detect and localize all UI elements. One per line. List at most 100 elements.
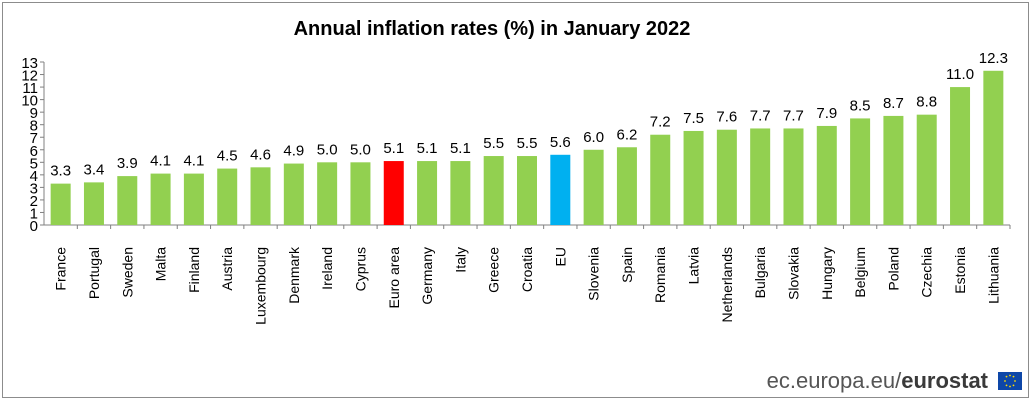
data-label: 5.0 [350, 141, 371, 158]
category-label: Lithuania [985, 247, 1001, 304]
category-label: Luxembourg [253, 247, 269, 325]
data-label: 5.1 [450, 140, 471, 157]
bar [683, 130, 704, 225]
bar [250, 167, 271, 225]
category-label: Euro area [386, 247, 402, 309]
bar [950, 87, 971, 225]
data-label: 12.3 [979, 50, 1008, 67]
data-label: 4.1 [183, 153, 204, 170]
bar [317, 162, 338, 225]
bar [783, 128, 804, 225]
bar [350, 162, 371, 225]
category-label: Portugal [86, 247, 102, 299]
y-tick-label: 5 [30, 155, 38, 172]
y-tick-label: 0 [30, 218, 38, 235]
data-label: 4.1 [150, 153, 171, 170]
category-label: Finland [186, 247, 202, 293]
bar [150, 173, 171, 225]
y-tick-label: 12 [21, 68, 38, 85]
data-label: 7.9 [816, 105, 837, 122]
eu-flag-icon [998, 372, 1022, 390]
y-tick-label: 4 [30, 168, 38, 185]
bar [916, 114, 937, 225]
data-label: 7.7 [783, 107, 804, 124]
data-label: 4.5 [217, 148, 238, 165]
y-tick-label: 8 [30, 118, 38, 135]
data-label: 7.6 [716, 109, 737, 126]
y-tick-label: 11 [22, 80, 38, 97]
category-label: Bulgaria [752, 247, 768, 299]
y-tick-label: 6 [30, 143, 38, 160]
y-tick-label: 1 [30, 205, 38, 222]
bar [750, 128, 771, 225]
category-label: Malta [153, 247, 169, 281]
data-label: 11.0 [946, 66, 974, 83]
category-label: EU [552, 247, 568, 266]
data-label: 7.7 [750, 107, 771, 124]
category-label: Latvia [686, 247, 702, 285]
data-label: 7.5 [683, 110, 704, 127]
y-tick-label: 13 [21, 55, 38, 72]
data-label: 8.5 [850, 97, 871, 114]
data-label: 5.1 [383, 140, 404, 157]
category-label: Austria [219, 247, 235, 291]
bar [650, 134, 671, 225]
bar [883, 115, 904, 225]
y-tick-label: 2 [30, 193, 38, 210]
bar [83, 182, 104, 225]
data-label: 5.1 [417, 140, 438, 157]
category-label: Netherlands [719, 247, 735, 323]
data-label: 4.6 [250, 146, 271, 163]
category-label: Denmark [286, 246, 302, 304]
category-label: Greece [486, 247, 502, 293]
data-label: 8.8 [916, 94, 937, 111]
bar [383, 161, 404, 225]
bar [450, 161, 471, 225]
category-label: Romania [652, 247, 668, 303]
category-label: Germany [419, 247, 435, 305]
category-label: Czechia [919, 247, 935, 298]
y-tick-label: 9 [30, 105, 38, 122]
y-tick-label: 7 [30, 130, 38, 147]
bar [583, 149, 604, 225]
category-label: Belgium [852, 247, 868, 298]
data-label: 3.4 [84, 161, 105, 178]
data-label: 5.5 [483, 135, 504, 152]
data-label: 4.9 [283, 143, 304, 160]
data-label: 5.5 [517, 135, 538, 152]
data-label: 7.2 [650, 114, 671, 131]
y-tick-label: 3 [30, 180, 38, 197]
data-label: 6.2 [617, 126, 638, 143]
category-label: Slovenia [586, 247, 602, 301]
bar [616, 147, 637, 225]
bar [983, 70, 1004, 226]
bar [50, 183, 71, 225]
bar [483, 156, 504, 225]
category-label: Sweden [119, 247, 135, 298]
bar [183, 173, 204, 225]
category-label: Italy [452, 247, 468, 273]
bar [850, 118, 871, 225]
bar [716, 129, 737, 225]
bar [816, 125, 837, 225]
chart-title: Annual inflation rates (%) in January 20… [293, 18, 691, 40]
category-label: Hungary [819, 247, 835, 300]
data-label: 3.9 [117, 155, 138, 172]
data-label: 5.6 [550, 134, 571, 151]
y-tick-label: 10 [21, 93, 38, 110]
credit-brand[interactable]: eurostat [901, 368, 988, 393]
category-label: Poland [885, 247, 901, 291]
category-label: Estonia [952, 247, 968, 294]
bar [117, 176, 138, 225]
data-label: 5.0 [317, 141, 338, 158]
category-label: Croatia [519, 247, 535, 292]
bar [283, 163, 304, 225]
category-label: Slovakia [785, 247, 801, 300]
category-label: Spain [619, 247, 635, 283]
category-label: Ireland [319, 247, 335, 290]
category-label: Cyprus [352, 247, 368, 291]
bar [550, 154, 571, 225]
credit-line: ec.europa.eu/eurostat [767, 368, 988, 394]
bar [217, 168, 238, 225]
